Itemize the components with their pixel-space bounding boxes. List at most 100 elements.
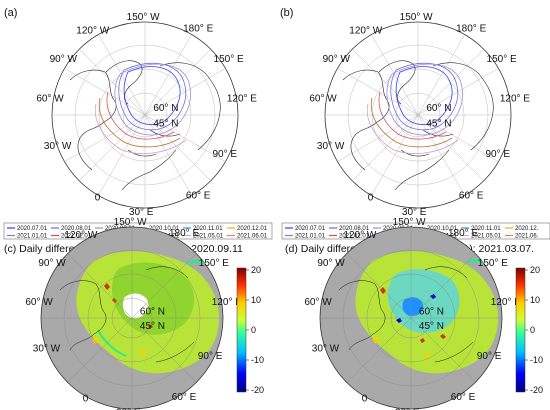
coord-label-2: 90° W bbox=[317, 258, 345, 269]
coord-label-9: 120° E bbox=[227, 94, 257, 105]
colorbar-tick-label: 20 bbox=[251, 265, 261, 275]
coord-label-10: 150° E bbox=[487, 54, 517, 65]
panel-a-coord-labels: 150° W 120° W 90° W 60° W 30° W 0 30° E 60° E 90… bbox=[36, 12, 257, 218]
colorbar-tick-label: -10 bbox=[530, 355, 543, 365]
panel-b-coord-labels: 150° W 120° W 90° W 60° W 30° W 0 30° E 60° E 90… bbox=[309, 12, 530, 218]
panel-a-graticule bbox=[52, 22, 238, 208]
coord-label-2: 90° W bbox=[38, 258, 66, 269]
coord-label-8: 90° E bbox=[486, 149, 511, 160]
coord-label-11: 180° E bbox=[183, 23, 213, 34]
coord-label-12: 60° N bbox=[140, 306, 165, 317]
legend-label: 2021.06. bbox=[515, 234, 539, 240]
legend-label: 2020.11.01 bbox=[193, 226, 223, 232]
panel-c: (c) Daily difference of minimum SIC (%) … bbox=[4, 217, 264, 410]
legend-label: 2021.01.01 bbox=[295, 234, 326, 240]
legend-label: 2020.10.01 bbox=[149, 226, 180, 232]
coord-label-10: 150° E bbox=[199, 258, 229, 269]
coord-label-9: 120° E bbox=[212, 297, 242, 308]
coord-label-6: 30° E bbox=[116, 408, 141, 410]
panel-c-map: 150° W 120° W 90° W 60° W 30° W 0 30° E 60° E 90… bbox=[25, 217, 242, 410]
coord-label-8: 90° E bbox=[213, 149, 238, 160]
coord-label-2: 90° W bbox=[323, 54, 351, 65]
panel-b-letter: (b) bbox=[280, 7, 293, 19]
panel-a-letter: (a) bbox=[4, 7, 17, 19]
coord-label-5: 0 bbox=[362, 394, 368, 405]
panel-c-coord-labels: 150° W 120° W 90° W 60° W 30° W 0 30° E 60° E 90… bbox=[25, 217, 242, 410]
coord-label-8: 90° E bbox=[198, 351, 223, 362]
panel-c-colorbar-ramp bbox=[236, 267, 247, 393]
coord-label-6: 30° E bbox=[395, 408, 420, 410]
coord-label-0: 150° W bbox=[393, 217, 426, 228]
legend-label: 2020.12.01 bbox=[237, 226, 268, 232]
colorbar-tick-label: 20 bbox=[530, 265, 540, 275]
colorbar-tick-label: 10 bbox=[251, 295, 261, 305]
coord-label-7: 60° E bbox=[172, 392, 197, 403]
coord-label-4: 30° W bbox=[312, 343, 340, 354]
legend-label: 2021.05.01 bbox=[471, 234, 502, 240]
colorbar-tick-label: 0 bbox=[251, 325, 256, 335]
coord-label-7: 60° E bbox=[451, 392, 476, 403]
panel-c-ocean-diff bbox=[76, 251, 223, 374]
panel-c-colorbar: 20 10 0 -10 -20 bbox=[236, 265, 264, 395]
panel-d-coord-labels: 150° W 120° W 90° W 60° W 30° W 0 30° E 60° E 90… bbox=[304, 217, 521, 410]
colorbar-tick-label: -20 bbox=[251, 385, 264, 395]
coord-label-11: 180° E bbox=[456, 23, 486, 34]
coord-label-9: 120° E bbox=[491, 297, 521, 308]
colorbar-tick-label: -10 bbox=[251, 355, 264, 365]
legend-label: 2021.02.01 bbox=[61, 234, 92, 240]
colorbar-tick-label: 0 bbox=[530, 325, 535, 335]
colorbar-tick-label: 10 bbox=[530, 295, 540, 305]
coord-label-8: 90° E bbox=[477, 351, 502, 362]
coord-label-12: 60° N bbox=[153, 103, 178, 114]
coord-label-5: 0 bbox=[83, 394, 89, 405]
panel-b: (b) bbox=[280, 7, 550, 240]
coord-label-6: 30° E bbox=[129, 207, 154, 218]
coord-label-13: 45° N bbox=[140, 321, 165, 332]
coord-label-5: 0 bbox=[368, 193, 374, 204]
legend-label: 2020.11.01 bbox=[471, 226, 501, 232]
coord-label-4: 30° W bbox=[33, 343, 61, 354]
panel-d-colorbar-ramp bbox=[515, 267, 526, 393]
coord-label-4: 30° W bbox=[44, 141, 72, 152]
coord-label-1: 120° W bbox=[64, 230, 97, 241]
coord-label-0: 150° W bbox=[400, 12, 433, 23]
coord-label-3: 60° W bbox=[25, 297, 53, 308]
panel-a: (a) bbox=[3, 7, 273, 240]
coord-label-13: 45° N bbox=[419, 321, 444, 332]
coord-label-12: 60° N bbox=[426, 103, 451, 114]
legend-label: 2021.05.01 bbox=[193, 234, 224, 240]
panel-d-colorbar: 20 10 0 -10 -20 bbox=[515, 265, 543, 395]
legend-label: 2020.07.01 bbox=[17, 226, 48, 232]
coord-label-4: 30° W bbox=[317, 141, 345, 152]
legend-label: 2020.12. bbox=[515, 226, 539, 232]
legend-label: 2020.10.01 bbox=[427, 226, 458, 232]
coord-label-11: 180° E bbox=[448, 228, 478, 239]
colorbar-tick-label: -20 bbox=[530, 385, 543, 395]
coord-label-0: 150° W bbox=[127, 12, 160, 23]
panel-b-graticule bbox=[325, 22, 511, 208]
legend-label: 2021.02.01 bbox=[339, 234, 370, 240]
coord-label-12: 60° N bbox=[419, 306, 444, 317]
panel-c-graticule bbox=[41, 227, 223, 409]
coord-label-0: 150° W bbox=[114, 217, 147, 228]
panel-a-map: 150° W 120° W 90° W 60° W 30° W 0 30° E 60° E 90… bbox=[36, 12, 257, 218]
coord-label-10: 150° E bbox=[478, 258, 508, 269]
panel-d: (d) Daily difference of maximum SIC (%):… bbox=[285, 217, 543, 410]
coord-label-13: 45° N bbox=[153, 118, 178, 129]
legend-label: 2020.07.01 bbox=[295, 226, 326, 232]
panel-d-map: 150° W 120° W 90° W 60° W 30° W 0 30° E 60° E 90… bbox=[304, 217, 521, 410]
coord-label-2: 90° W bbox=[50, 54, 78, 65]
coord-label-7: 60° E bbox=[186, 191, 211, 202]
panel-d-graticule bbox=[320, 227, 502, 409]
coord-label-9: 120° E bbox=[500, 94, 530, 105]
coord-label-10: 150° E bbox=[214, 54, 244, 65]
coord-label-5: 0 bbox=[95, 193, 101, 204]
legend-label: 2020.08.01 bbox=[61, 226, 92, 232]
panel-b-ice-contours bbox=[366, 62, 463, 155]
coord-label-7: 60° E bbox=[459, 191, 484, 202]
legend-label: 2021.01.01 bbox=[17, 234, 48, 240]
coord-label-11: 180° E bbox=[169, 228, 199, 239]
coord-label-1: 120° W bbox=[349, 25, 382, 36]
coord-label-1: 120° W bbox=[343, 230, 376, 241]
coord-label-1: 120° W bbox=[76, 25, 109, 36]
